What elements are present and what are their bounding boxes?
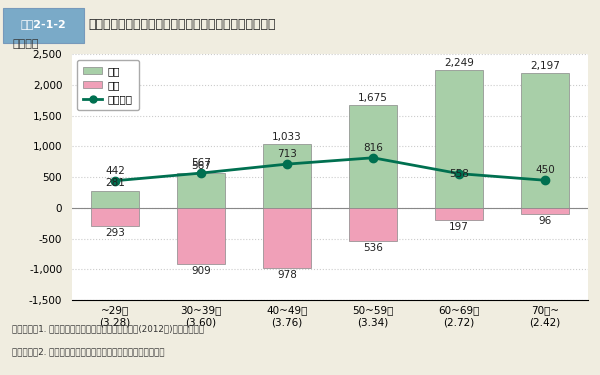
Bar bbox=[521, 208, 569, 214]
Text: 450: 450 bbox=[535, 165, 555, 176]
Text: （備考）　1. 総務省「家計調査」（二人以上世帯）(2012年)により作成。: （備考） 1. 総務省「家計調査」（二人以上世帯）(2012年)により作成。 bbox=[12, 324, 204, 333]
Text: 567: 567 bbox=[191, 158, 211, 168]
Text: 713: 713 bbox=[277, 149, 297, 159]
Bar bbox=[178, 173, 224, 208]
Text: （万円）: （万円） bbox=[13, 39, 39, 50]
Text: 図表2-1-2: 図表2-1-2 bbox=[20, 20, 66, 30]
Text: 558: 558 bbox=[449, 169, 469, 179]
Text: 536: 536 bbox=[363, 243, 383, 253]
Bar bbox=[349, 208, 397, 241]
Bar bbox=[91, 208, 139, 226]
Bar bbox=[436, 208, 482, 220]
Bar bbox=[436, 70, 482, 208]
Text: 96: 96 bbox=[538, 216, 551, 226]
Bar bbox=[178, 208, 224, 264]
Text: 1,675: 1,675 bbox=[358, 93, 388, 103]
Text: 978: 978 bbox=[277, 270, 297, 280]
Text: 293: 293 bbox=[105, 228, 125, 238]
Text: 2,197: 2,197 bbox=[530, 61, 560, 71]
Bar bbox=[263, 144, 311, 208]
Bar bbox=[3, 8, 84, 43]
Text: 2. 世帯主年齢のカッコ内は平均世帯人員数を表す。: 2. 世帯主年齢のカッコ内は平均世帯人員数を表す。 bbox=[12, 347, 164, 356]
Text: 567: 567 bbox=[191, 161, 211, 171]
Text: 1,033: 1,033 bbox=[272, 132, 302, 142]
Text: 442: 442 bbox=[105, 166, 125, 176]
Text: 909: 909 bbox=[191, 266, 211, 276]
Text: 816: 816 bbox=[363, 143, 383, 153]
Text: 281: 281 bbox=[105, 178, 125, 189]
Bar bbox=[521, 73, 569, 208]
Legend: 貯蓄, 負債, 年間収入: 貯蓄, 負債, 年間収入 bbox=[77, 60, 139, 110]
Bar bbox=[91, 190, 139, 208]
Text: 197: 197 bbox=[449, 222, 469, 232]
Bar bbox=[349, 105, 397, 208]
Text: 世帯主が高齢者である場合、貯蓄が多く、収入は少ない: 世帯主が高齢者である場合、貯蓄が多く、収入は少ない bbox=[89, 18, 277, 31]
Text: 2,249: 2,249 bbox=[444, 58, 474, 68]
Bar bbox=[263, 208, 311, 268]
